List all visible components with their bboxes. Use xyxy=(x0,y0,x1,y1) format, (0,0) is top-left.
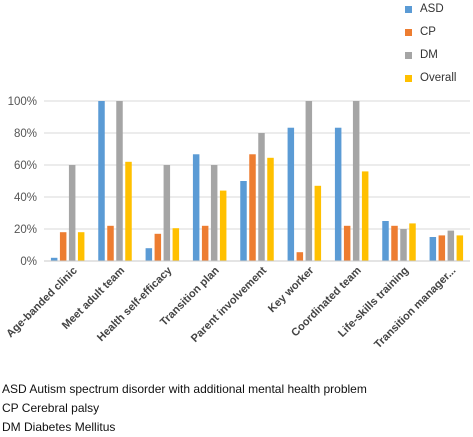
bar xyxy=(287,127,295,261)
bar xyxy=(409,223,416,261)
y-tick-label: 60% xyxy=(14,160,37,172)
bar xyxy=(50,257,58,261)
x-category-label: Key worker xyxy=(266,264,317,315)
bar xyxy=(456,235,464,261)
bar xyxy=(201,225,209,261)
legend-swatch-cp xyxy=(405,29,412,36)
legend-swatch-asd xyxy=(405,6,412,13)
bar xyxy=(107,225,114,261)
bar xyxy=(219,190,227,261)
bar xyxy=(116,101,123,261)
bar xyxy=(125,161,132,261)
x-category-label: Transition manager... xyxy=(372,265,458,351)
bar xyxy=(343,225,351,261)
bar xyxy=(296,252,304,261)
legend-label-overall: Overall xyxy=(420,72,457,84)
bar xyxy=(267,157,274,261)
y-tick-label: 80% xyxy=(14,128,37,140)
bar xyxy=(305,101,313,261)
bar xyxy=(314,185,322,261)
legend-item-cp: CP xyxy=(405,23,473,46)
bar xyxy=(258,133,265,261)
bar xyxy=(77,232,85,261)
bar xyxy=(172,228,180,261)
y-tick-label: 20% xyxy=(14,224,37,236)
bar xyxy=(361,171,369,261)
bar xyxy=(447,230,455,261)
legend-swatch-overall xyxy=(405,75,412,82)
bar xyxy=(249,154,256,261)
bar xyxy=(98,101,105,261)
bar xyxy=(192,154,200,261)
footnote-asd: ASD Autism spectrum disorder with additi… xyxy=(2,382,367,396)
bar-chart: 0%20%40%60%80%100%Age-banded clinicMeet … xyxy=(4,96,470,351)
legend-item-asd: ASD xyxy=(405,0,473,23)
y-tick-label: 40% xyxy=(14,192,37,204)
chart-legend: ASD CP DM Overall xyxy=(405,0,473,92)
legend-label-asd: ASD xyxy=(420,3,444,15)
bar xyxy=(163,165,171,261)
bar xyxy=(429,237,437,261)
bar xyxy=(334,127,342,261)
bar xyxy=(68,165,76,261)
y-tick-label: 0% xyxy=(20,256,37,268)
bar xyxy=(400,229,407,261)
legend-label-cp: CP xyxy=(420,26,436,38)
bar xyxy=(438,235,446,261)
legend-item-overall: Overall xyxy=(405,69,473,92)
legend-item-dm: DM xyxy=(405,46,473,69)
footnote-cp: CP Cerebral palsy xyxy=(2,401,100,415)
y-tick-label: 100% xyxy=(8,96,37,108)
bar xyxy=(210,165,218,261)
legend-label-dm: DM xyxy=(420,49,438,61)
bar xyxy=(145,248,153,261)
footnotes: ASD Autism spectrum disorder with additi… xyxy=(2,380,472,437)
legend-swatch-dm xyxy=(405,52,412,59)
bar xyxy=(382,221,389,261)
bar xyxy=(59,232,67,261)
bar xyxy=(240,181,247,261)
bar xyxy=(352,101,360,261)
bar xyxy=(391,225,398,261)
bar xyxy=(154,233,162,261)
footnote-dm: DM Diabetes Mellitus xyxy=(2,420,116,434)
